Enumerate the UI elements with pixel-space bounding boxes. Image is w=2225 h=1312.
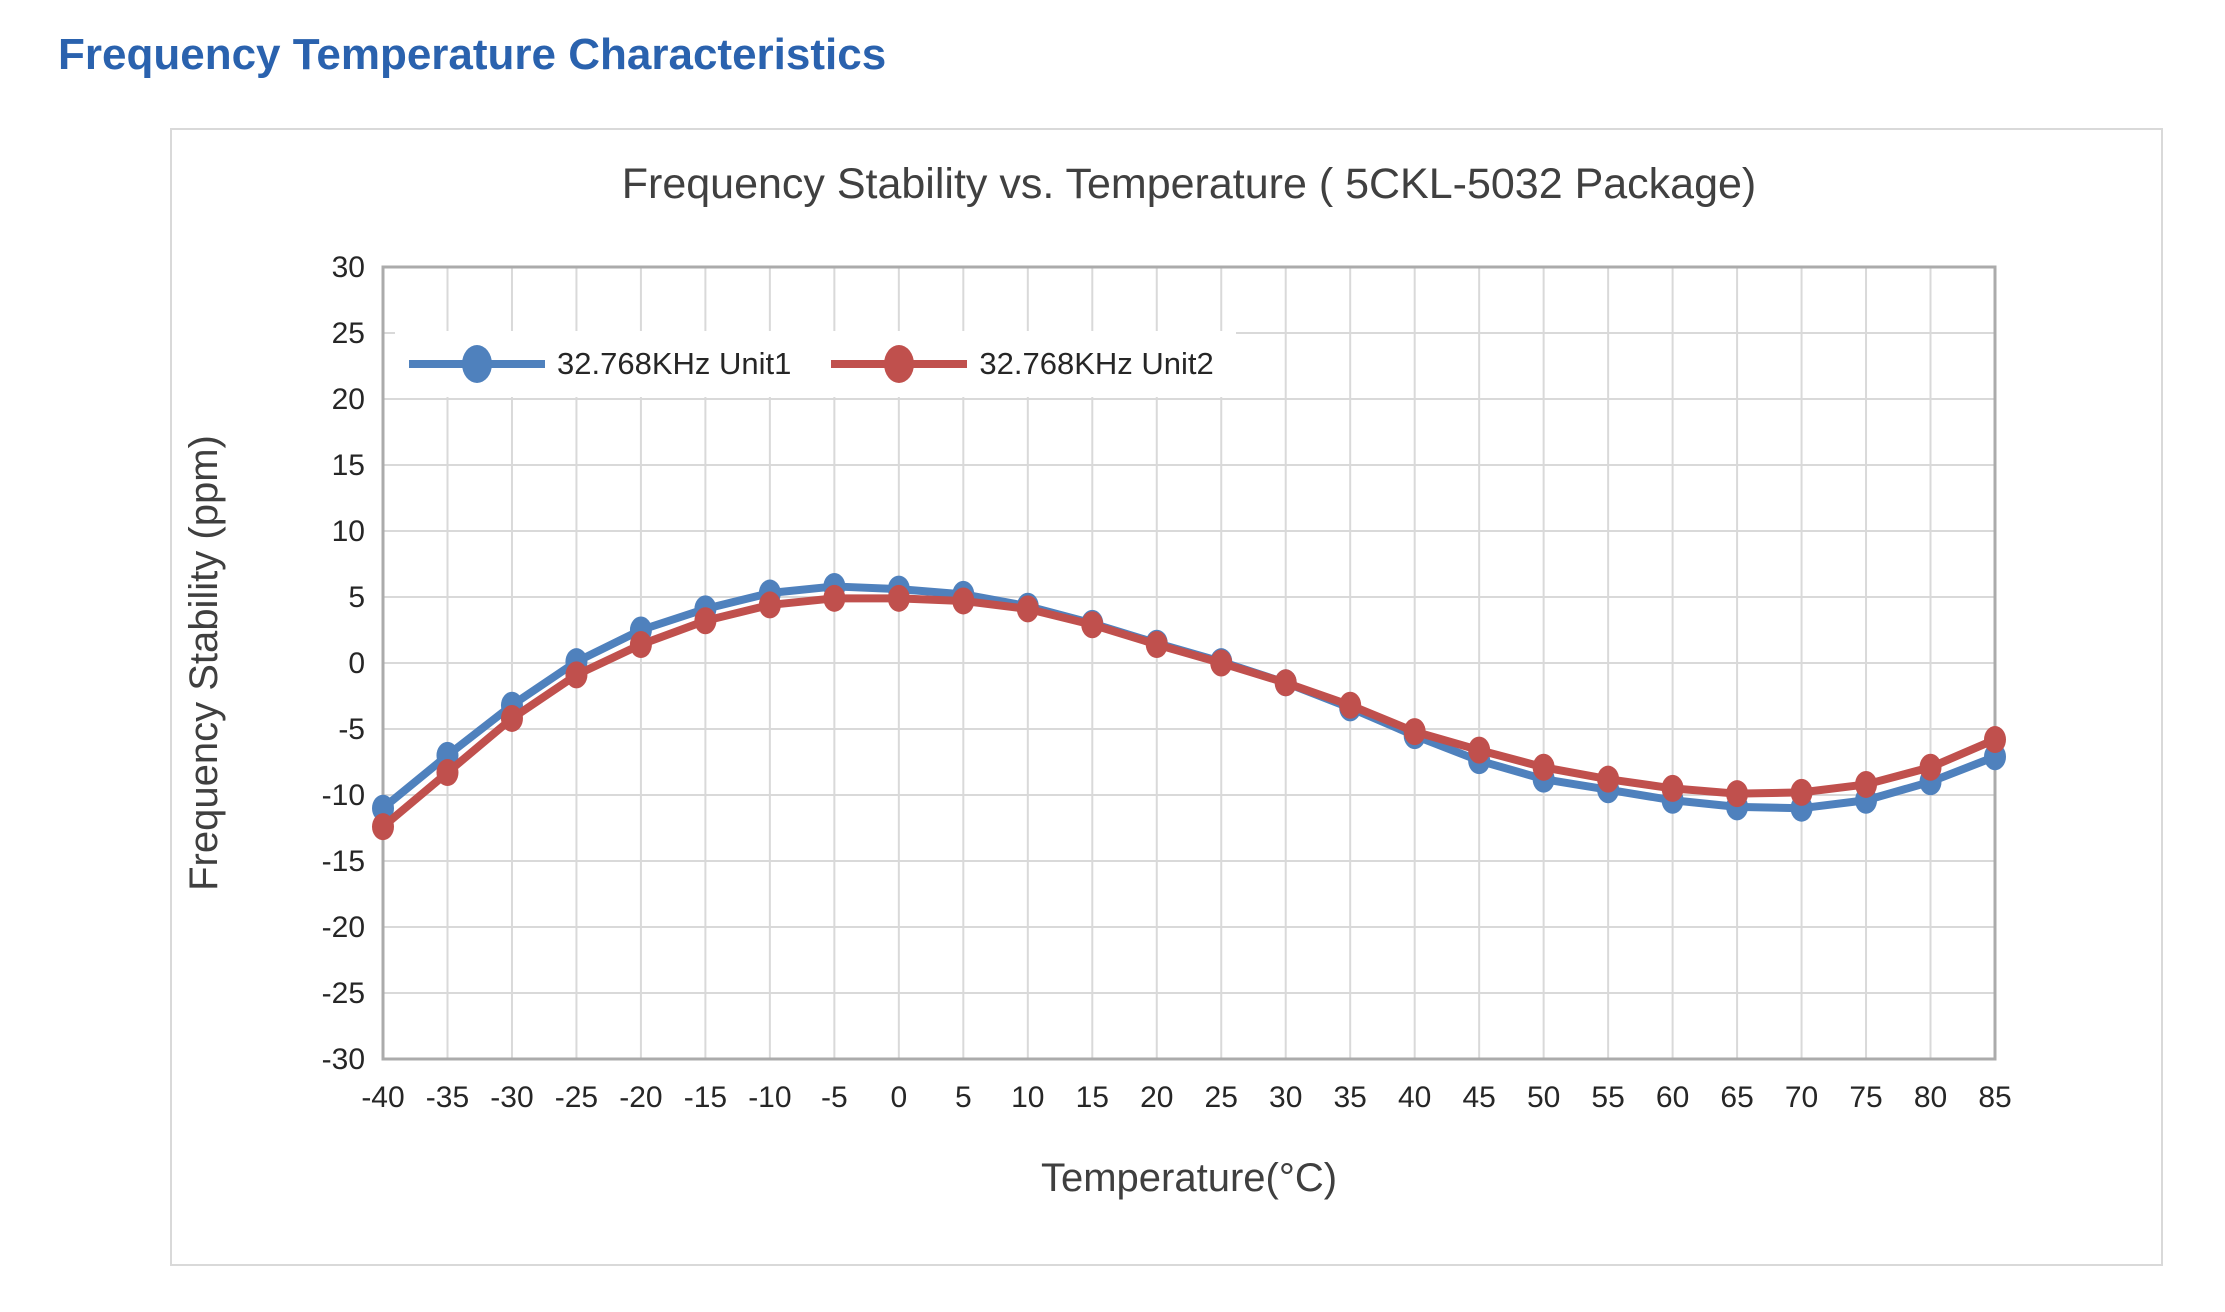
chart-legend: 32.768KHz Unit1 32.768KHz Unit2 <box>395 331 1236 397</box>
x-tick-label: 5 <box>955 1081 972 1114</box>
y-tick-label: -10 <box>322 779 365 812</box>
x-tick-label: 65 <box>1720 1081 1753 1114</box>
x-tick-label: 10 <box>1011 1081 1044 1114</box>
data-point-marker <box>1468 736 1491 764</box>
legend-entry-unit1: 32.768KHz Unit1 <box>409 342 791 386</box>
legend-marker-unit1 <box>409 345 545 383</box>
x-tick-label: 50 <box>1527 1081 1560 1114</box>
data-point-marker <box>1661 774 1684 802</box>
data-point-marker <box>1532 753 1555 781</box>
x-tick-label: -35 <box>426 1081 469 1114</box>
data-point-marker <box>1597 765 1620 793</box>
legend-label-unit2: 32.768KHz Unit2 <box>979 346 1214 381</box>
x-tick-label: -30 <box>490 1081 533 1114</box>
y-tick-label: 30 <box>332 251 365 284</box>
x-tick-label: 25 <box>1205 1081 1238 1114</box>
data-point-marker <box>1274 669 1297 697</box>
data-point-marker <box>1145 631 1168 659</box>
y-tick-label: -25 <box>322 977 365 1010</box>
x-tick-label: -20 <box>619 1081 662 1114</box>
x-tick-label: 70 <box>1785 1081 1818 1114</box>
data-point-marker <box>629 631 652 659</box>
legend-entry-unit2: 32.768KHz Unit2 <box>831 342 1214 386</box>
chart-container: Frequency Stability vs. Temperature ( 5C… <box>170 128 2163 1266</box>
y-tick-label: 0 <box>348 647 365 680</box>
data-point-marker <box>1210 649 1233 677</box>
data-point-marker <box>1984 726 2006 754</box>
legend-label-unit1: 32.768KHz Unit1 <box>557 346 792 381</box>
x-tick-label: 60 <box>1656 1081 1689 1114</box>
x-tick-label: -15 <box>684 1081 727 1114</box>
data-point-marker <box>952 587 975 615</box>
chart-title: Frequency Stability vs. Temperature ( 5C… <box>621 160 1757 208</box>
plot-border <box>381 265 1997 1061</box>
x-tick-label: 0 <box>890 1081 907 1114</box>
x-tick-label: -25 <box>555 1081 598 1114</box>
y-tick-label: 10 <box>332 515 365 548</box>
y-axis-title: Frequency Stability (ppm) <box>182 435 226 891</box>
data-point-marker <box>1403 718 1426 746</box>
data-point-marker <box>758 591 781 619</box>
data-point-marker <box>500 704 523 732</box>
data-point-marker <box>887 584 910 612</box>
x-tick-label: 75 <box>1849 1081 1882 1114</box>
x-axis-title: Temperature(°C) <box>1040 1156 1338 1200</box>
x-tick-label: 45 <box>1462 1081 1495 1114</box>
x-tick-label: 15 <box>1076 1081 1109 1114</box>
data-point-marker <box>1919 753 1942 781</box>
x-tick-label: -10 <box>748 1081 791 1114</box>
chart-plot: -30 -25 -20 -15 -10 -5 0 5 10 15 20 25 30 -40 -35 -30 -2… <box>322 251 2012 1114</box>
y-tick-label: -15 <box>322 845 365 878</box>
data-point-marker <box>372 813 394 841</box>
series-2-line <box>372 584 2006 841</box>
series-1-line <box>372 572 2006 822</box>
x-tick-label: 85 <box>1978 1081 2011 1114</box>
legend-marker-unit2 <box>831 345 968 383</box>
data-point-marker <box>1016 595 1039 623</box>
x-tick-label: 80 <box>1914 1081 1947 1114</box>
data-point-marker <box>1726 780 1749 808</box>
data-point-marker <box>1339 691 1362 719</box>
data-point-marker <box>1081 611 1104 639</box>
data-point-marker <box>436 759 459 787</box>
axis-tick-labels: -30 -25 -20 -15 -10 -5 0 5 10 15 20 25 30 -40 -35 -30 -2… <box>322 251 2012 1114</box>
gridlines <box>382 266 1996 1060</box>
y-tick-label: -5 <box>338 713 365 746</box>
data-point-marker <box>565 661 588 689</box>
data-point-marker <box>823 584 846 612</box>
y-tick-label: -30 <box>322 1043 365 1076</box>
y-tick-label: 20 <box>332 383 365 416</box>
data-point-marker <box>1855 770 1878 798</box>
x-tick-label: 30 <box>1269 1081 1302 1114</box>
data-point-marker <box>372 794 394 822</box>
y-tick-label: 15 <box>332 449 365 482</box>
y-tick-label: 5 <box>348 581 365 614</box>
y-tick-label: -20 <box>322 911 365 944</box>
page-title: Frequency Temperature Characteristics <box>58 30 887 79</box>
y-tick-label: 25 <box>332 317 365 350</box>
x-tick-label: -40 <box>361 1081 404 1114</box>
data-point-marker <box>694 607 717 635</box>
x-tick-label: -5 <box>821 1081 848 1114</box>
x-tick-label: 55 <box>1591 1081 1624 1114</box>
x-tick-label: 20 <box>1140 1081 1173 1114</box>
x-tick-label: 40 <box>1398 1081 1431 1114</box>
data-point-marker <box>1790 778 1813 806</box>
x-tick-label: 35 <box>1334 1081 1367 1114</box>
